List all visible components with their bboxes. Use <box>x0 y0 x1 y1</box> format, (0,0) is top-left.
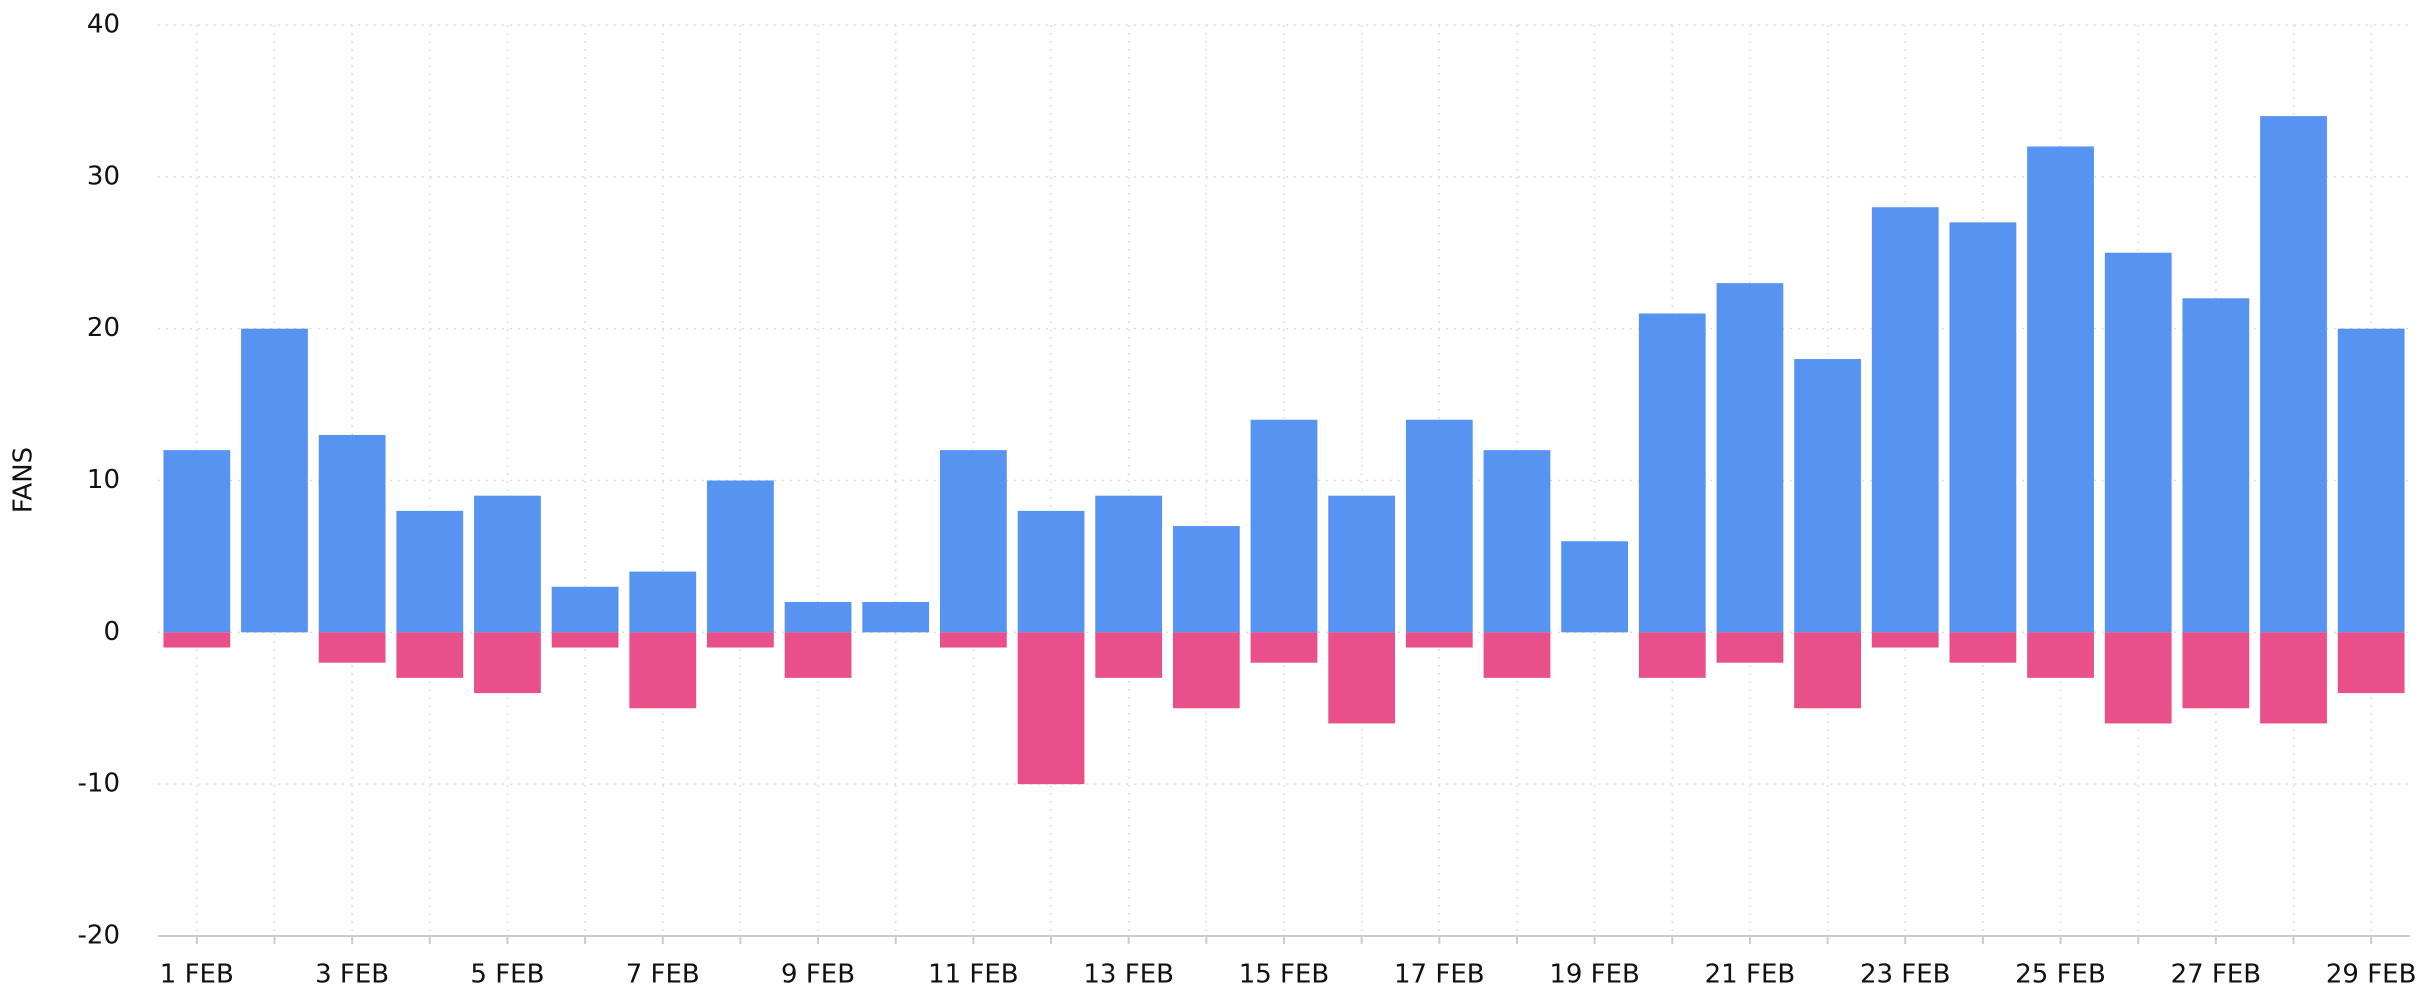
bar <box>1483 632 1551 678</box>
bar <box>1172 526 1240 633</box>
bar <box>1871 207 1939 633</box>
bar <box>163 632 231 648</box>
bar <box>629 571 697 633</box>
bar <box>629 632 697 709</box>
bar <box>241 328 308 633</box>
x-tick-label: 29 FEB <box>2326 960 2417 990</box>
x-tick-label: 9 FEB <box>781 960 855 990</box>
bar <box>1017 510 1085 633</box>
bar <box>2182 298 2250 633</box>
bar <box>318 434 386 633</box>
bar <box>1794 632 1861 709</box>
bar <box>1250 419 1318 633</box>
x-tick-label: 25 FEB <box>2015 960 2106 990</box>
x-tick-label: 19 FEB <box>1549 960 1640 990</box>
bar <box>1716 632 1784 663</box>
bar <box>2260 632 2327 724</box>
x-tick-label: 23 FEB <box>1860 960 1951 990</box>
bar <box>396 632 464 678</box>
bar <box>1794 359 1861 633</box>
bar <box>1483 450 1551 633</box>
x-tick-label: 5 FEB <box>470 960 544 990</box>
bar <box>1871 632 1939 648</box>
bar <box>2027 146 2094 633</box>
y-tick-label: 40 <box>87 10 120 40</box>
x-tick-label: 15 FEB <box>1239 960 1330 990</box>
x-tick-label: 17 FEB <box>1394 960 1485 990</box>
bar <box>1095 495 1163 633</box>
y-tick-label: 30 <box>87 161 120 191</box>
bar <box>1949 222 2017 633</box>
x-tick-label: 1 FEB <box>160 960 234 990</box>
bar <box>474 632 541 694</box>
bar <box>551 632 619 648</box>
bar <box>707 480 774 633</box>
bar <box>2337 632 2405 694</box>
bar <box>2104 252 2172 633</box>
bar <box>1017 632 1085 785</box>
y-tick-label: 0 <box>103 617 120 647</box>
bar <box>1328 495 1396 633</box>
bar <box>318 632 386 663</box>
bar <box>1328 632 1396 724</box>
x-tick-label: 13 FEB <box>1083 960 1174 990</box>
x-tick-label: 7 FEB <box>626 960 700 990</box>
bar <box>1949 632 2017 663</box>
x-tick-label: 27 FEB <box>2171 960 2262 990</box>
bar <box>939 632 1007 648</box>
bar <box>1405 632 1473 648</box>
bar <box>2182 632 2250 709</box>
y-tick-label: -20 <box>78 921 120 951</box>
bar <box>2027 632 2094 678</box>
bar <box>1716 283 1784 633</box>
bar <box>551 586 619 633</box>
bar <box>1250 632 1318 663</box>
bar <box>1405 419 1473 633</box>
y-tick-label: 10 <box>87 465 120 495</box>
bar <box>396 510 464 633</box>
bar <box>939 450 1007 633</box>
bar <box>2337 328 2405 633</box>
bar <box>1095 632 1163 678</box>
bar <box>707 632 774 648</box>
bar <box>2104 632 2172 724</box>
bar <box>163 450 231 633</box>
y-tick-label: 20 <box>87 313 120 343</box>
bar <box>1172 632 1240 709</box>
bar <box>1638 632 1706 678</box>
bar <box>784 632 852 678</box>
bar <box>1561 541 1629 633</box>
y-axis-label: FANS <box>9 447 39 513</box>
bar <box>784 601 852 633</box>
bar <box>862 601 930 633</box>
x-tick-label: 11 FEB <box>928 960 1019 990</box>
y-tick-label: -10 <box>78 769 120 799</box>
bar <box>474 495 541 633</box>
x-tick-label: 3 FEB <box>315 960 389 990</box>
bar <box>1638 313 1706 633</box>
bar <box>2260 116 2327 633</box>
x-tick-label: 21 FEB <box>1705 960 1796 990</box>
